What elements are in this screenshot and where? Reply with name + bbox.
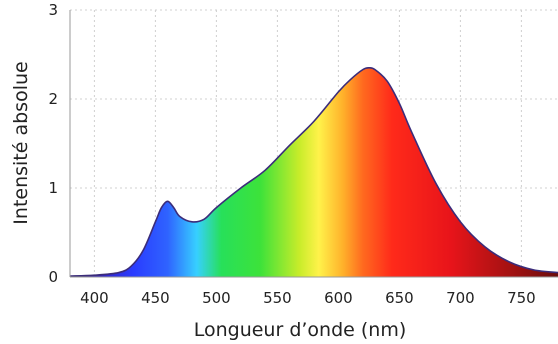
x-tick-label: 500 [202,289,231,307]
y-tick-label: 3 [48,1,58,19]
x-tick-label: 700 [446,289,475,307]
x-tick-label: 550 [263,289,292,307]
y-axis-title: Intensité absolue [10,61,32,224]
x-tick-label: 450 [141,289,170,307]
x-tick-label: 400 [80,289,109,307]
ticks: 400 450 500 550 600 650 700 750 0 1 2 3 [48,1,535,307]
y-tick-label: 2 [48,90,58,108]
y-tick-label: 0 [48,268,58,286]
x-tick-label: 650 [385,289,414,307]
x-axis-title: Longueur d’onde (nm) [194,319,407,341]
spectrum-area [70,67,558,277]
y-tick-label: 1 [48,179,58,197]
spectrum-outline [69,67,558,277]
grid [70,9,558,277]
x-tick-label: 600 [324,289,353,307]
x-tick-label: 750 [507,289,536,307]
